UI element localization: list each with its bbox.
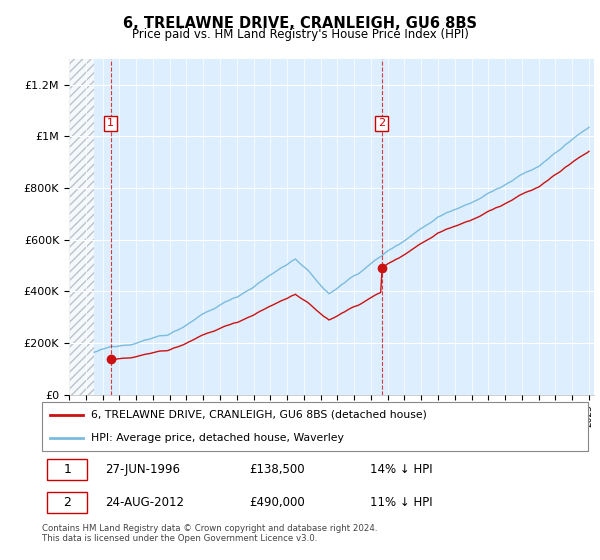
Text: 2: 2 [63, 496, 71, 509]
Text: 1: 1 [107, 118, 114, 128]
Text: HPI: Average price, detached house, Waverley: HPI: Average price, detached house, Wave… [91, 433, 344, 444]
Text: 6, TRELAWNE DRIVE, CRANLEIGH, GU6 8BS (detached house): 6, TRELAWNE DRIVE, CRANLEIGH, GU6 8BS (d… [91, 410, 427, 420]
Text: 27-JUN-1996: 27-JUN-1996 [105, 463, 180, 476]
FancyBboxPatch shape [47, 492, 87, 513]
Text: £490,000: £490,000 [250, 496, 305, 509]
FancyBboxPatch shape [42, 402, 588, 451]
Text: £138,500: £138,500 [250, 463, 305, 476]
Text: 11% ↓ HPI: 11% ↓ HPI [370, 496, 432, 509]
Text: 1: 1 [63, 463, 71, 476]
Text: Contains HM Land Registry data © Crown copyright and database right 2024.
This d: Contains HM Land Registry data © Crown c… [42, 524, 377, 543]
Text: Price paid vs. HM Land Registry's House Price Index (HPI): Price paid vs. HM Land Registry's House … [131, 28, 469, 41]
FancyBboxPatch shape [47, 459, 87, 480]
Text: 6, TRELAWNE DRIVE, CRANLEIGH, GU6 8BS: 6, TRELAWNE DRIVE, CRANLEIGH, GU6 8BS [123, 16, 477, 31]
Text: 24-AUG-2012: 24-AUG-2012 [105, 496, 184, 509]
Text: 2: 2 [378, 118, 385, 128]
Text: 14% ↓ HPI: 14% ↓ HPI [370, 463, 432, 476]
